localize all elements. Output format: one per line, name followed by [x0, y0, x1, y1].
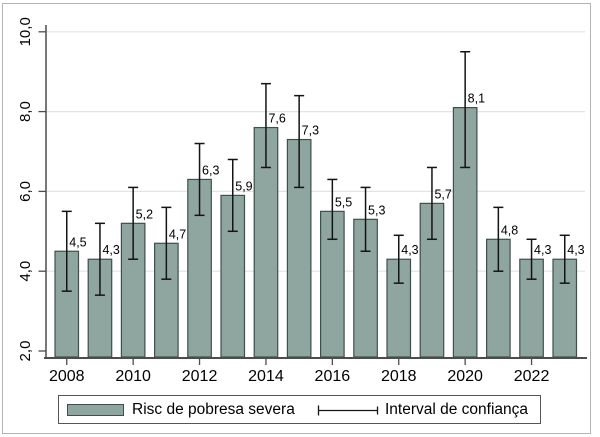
x-tick-label: 2016: [315, 368, 351, 385]
bar-value-label-2019: 5,7: [434, 187, 451, 201]
bar-value-label-2008: 4,5: [69, 235, 86, 249]
y-tick-label: 6,0: [17, 181, 34, 202]
bar-value-label-2011: 4,7: [169, 227, 186, 241]
error-bar-glyph: [317, 405, 379, 416]
bar-value-label-2017: 5,3: [368, 203, 385, 217]
x-tick-label: 2018: [381, 368, 417, 385]
y-tick-label: 8,0: [17, 101, 34, 122]
y-tick-label: 10,0: [17, 17, 34, 46]
bar-value-label-2018: 4,3: [401, 243, 418, 257]
legend-bar-swatch: [67, 404, 124, 416]
x-tick-label: 2008: [49, 368, 85, 385]
legend-series-label: Risc de pobresa severa: [132, 401, 295, 418]
bar-value-label-2020: 8,1: [468, 92, 485, 106]
y-tick-label: 4,0: [17, 261, 34, 282]
bar-value-label-2023: 4,3: [567, 243, 584, 257]
x-tick-label: 2012: [182, 368, 218, 385]
legend-ci-label: Interval de confiança: [385, 401, 529, 418]
bar-value-label-2010: 5,2: [136, 207, 153, 221]
x-tick-label: 2022: [514, 368, 550, 385]
bar-value-label-2014: 7,6: [268, 112, 285, 126]
bar-value-label-2013: 5,9: [235, 179, 252, 193]
y-tick-label: 2,0: [17, 341, 34, 362]
bar-value-label-2022: 4,3: [534, 243, 551, 257]
x-tick-label: 2010: [115, 368, 151, 385]
bar-value-label-2021: 4,8: [501, 223, 518, 237]
bar-value-label-2009: 4,3: [102, 243, 119, 257]
bar-value-label-2012: 6,3: [202, 163, 219, 177]
x-tick-label: 2014: [248, 368, 284, 385]
x-tick-label: 2020: [447, 368, 483, 385]
legend: Risc de pobresa severa Interval de confi…: [58, 395, 541, 424]
bar-value-label-2015: 7,3: [302, 124, 319, 138]
bar-value-label-2016: 5,5: [335, 195, 352, 209]
